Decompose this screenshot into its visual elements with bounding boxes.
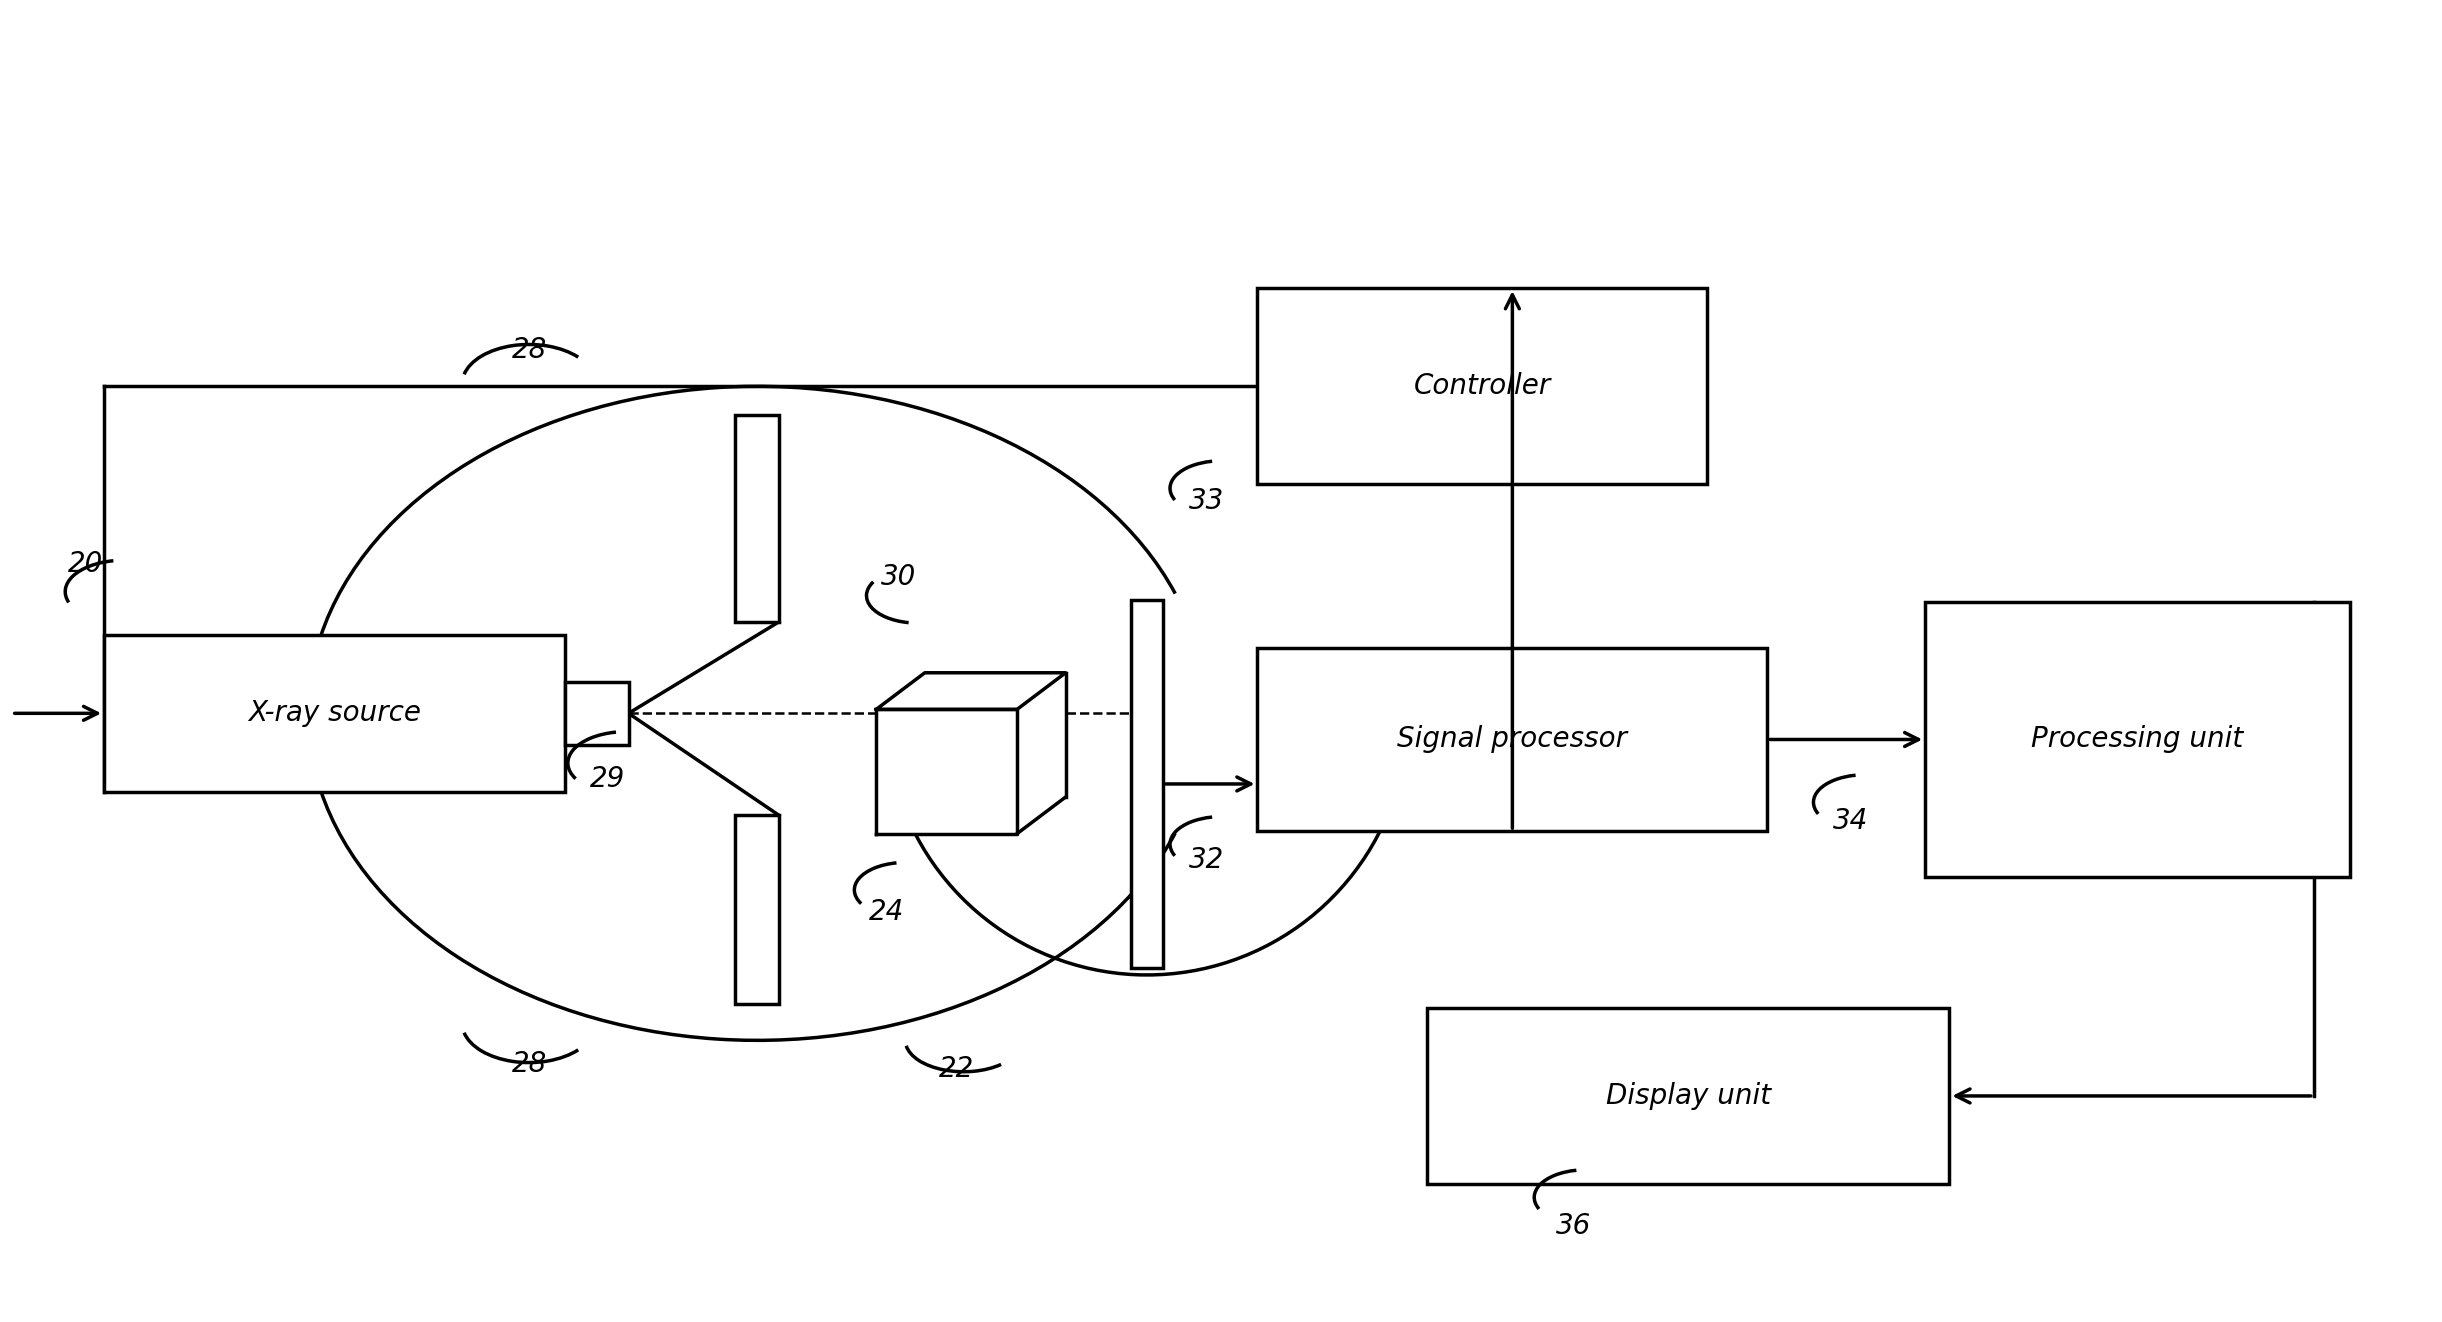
Text: 28: 28 xyxy=(513,336,547,364)
Bar xyxy=(1924,602,2349,876)
Text: 36: 36 xyxy=(1556,1212,1592,1240)
Polygon shape xyxy=(1016,673,1065,834)
Text: 30: 30 xyxy=(882,563,916,591)
Bar xyxy=(567,682,628,744)
Text: 28: 28 xyxy=(513,1050,547,1077)
Bar xyxy=(735,415,779,621)
Text: 22: 22 xyxy=(940,1055,974,1083)
Text: 29: 29 xyxy=(589,764,625,793)
Text: 34: 34 xyxy=(1834,806,1868,834)
Polygon shape xyxy=(877,710,1016,834)
Text: X-ray source: X-ray source xyxy=(249,699,420,727)
Text: 32: 32 xyxy=(1189,846,1226,874)
Bar xyxy=(1131,599,1162,969)
Text: Signal processor: Signal processor xyxy=(1397,726,1626,754)
Bar xyxy=(1258,648,1768,832)
Bar xyxy=(735,816,779,1003)
Polygon shape xyxy=(877,673,1065,710)
Bar xyxy=(1429,1007,1949,1185)
Text: 20: 20 xyxy=(68,550,103,578)
Text: 33: 33 xyxy=(1189,488,1226,516)
Bar xyxy=(105,635,567,792)
Text: Processing unit: Processing unit xyxy=(2032,726,2244,754)
Text: Controller: Controller xyxy=(1414,373,1551,401)
Bar xyxy=(1258,288,1707,484)
Text: Display unit: Display unit xyxy=(1607,1081,1770,1110)
Text: 24: 24 xyxy=(869,898,904,927)
